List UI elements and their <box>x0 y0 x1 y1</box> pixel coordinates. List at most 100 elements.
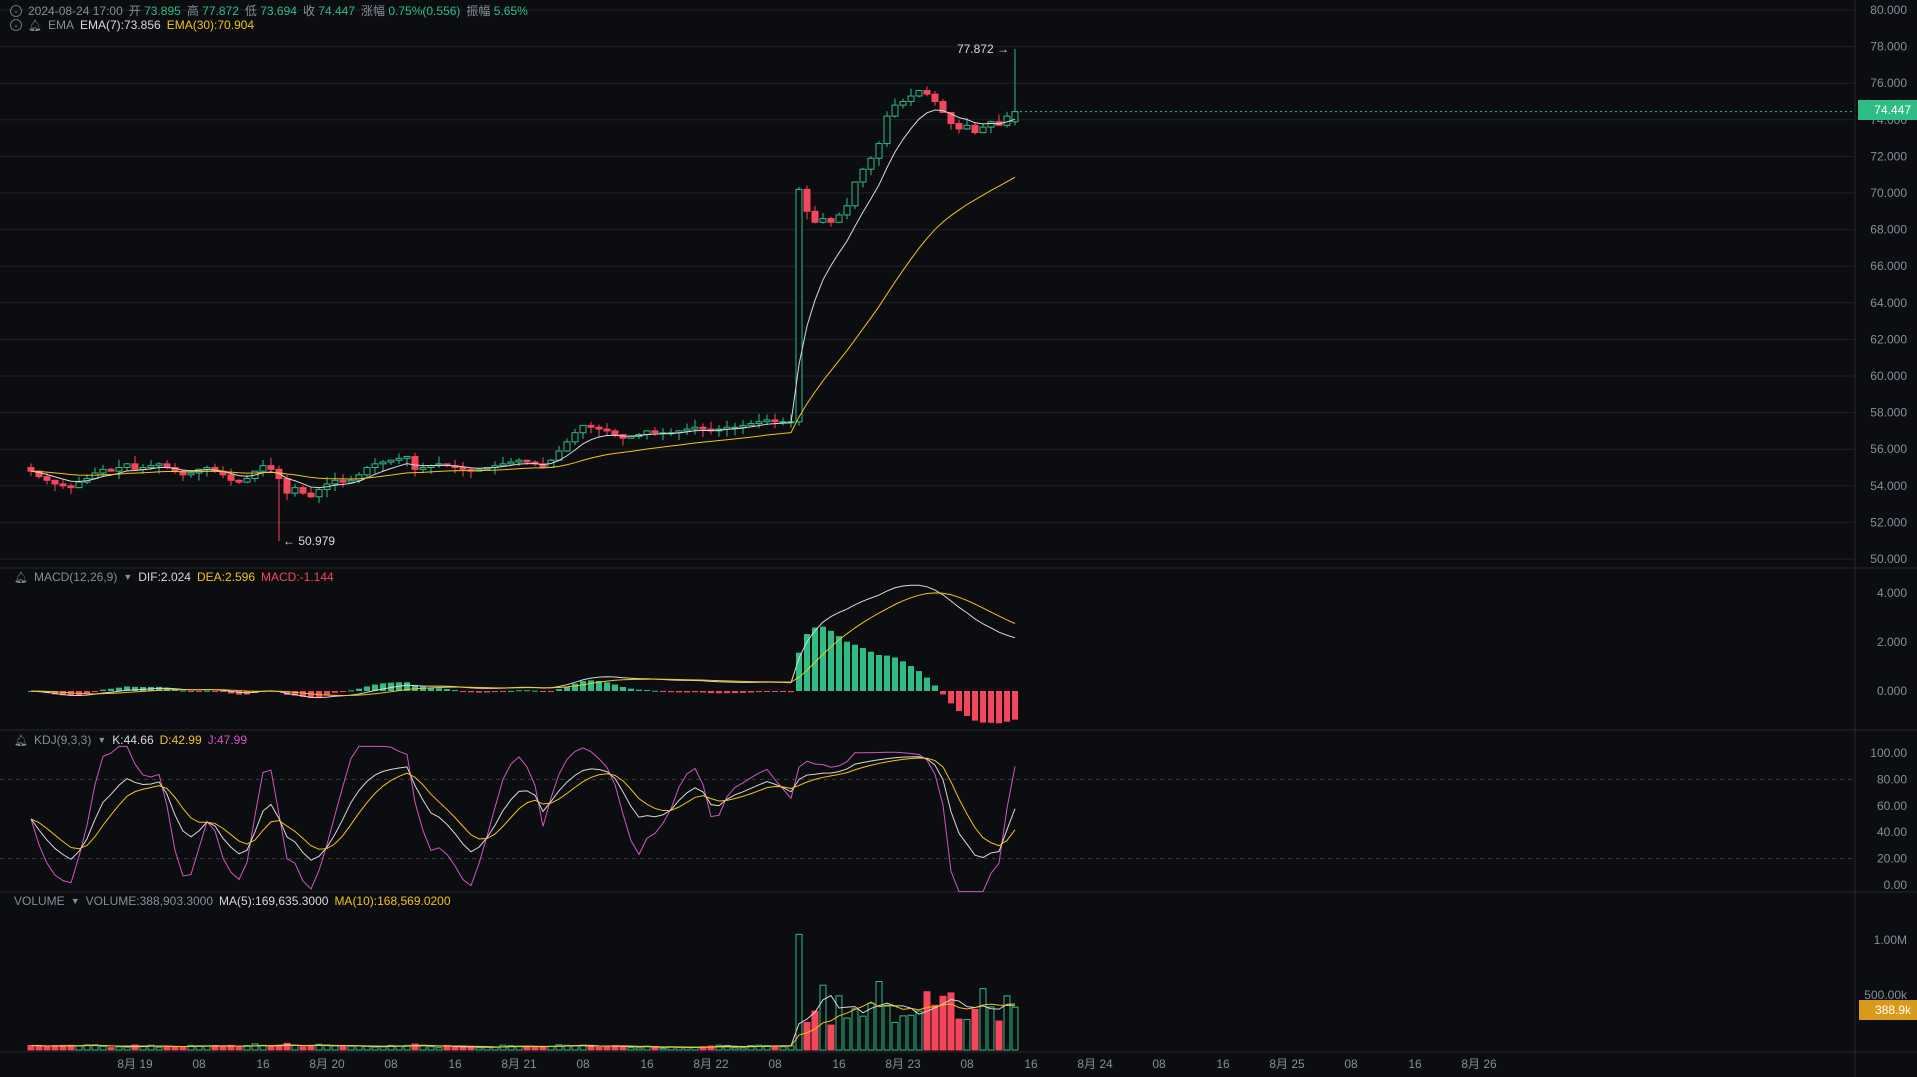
volume-bar <box>563 1044 571 1051</box>
change-value: 0.75%(0.556) <box>388 4 461 18</box>
macd-value: MACD:-1.144 <box>261 570 334 584</box>
macd-histogram-bar <box>668 691 674 693</box>
macd-histogram-bar <box>956 691 962 712</box>
macd-histogram-bar <box>516 690 522 692</box>
dropdown-caret-icon[interactable]: ▼ <box>97 735 107 745</box>
volume-bar <box>147 1044 155 1051</box>
candle-body <box>867 157 875 170</box>
candle-body <box>923 90 931 95</box>
macd-histogram-bar <box>788 691 794 693</box>
x-tick-label: 8月 19 <box>117 1057 153 1071</box>
collapse-icon[interactable]: ⌄ <box>10 19 22 31</box>
candle-body <box>987 121 995 128</box>
volume-bar <box>283 1042 291 1051</box>
candle-body <box>403 456 411 459</box>
alert-bell-icon[interactable]: 🔔︎ <box>14 734 28 747</box>
macd-histogram-bar <box>596 680 602 691</box>
x-tick-label: 8月 26 <box>1461 1057 1497 1071</box>
volume-bar <box>803 1021 811 1051</box>
macd-histogram-bar <box>764 691 770 692</box>
dropdown-caret-icon[interactable]: ▼ <box>123 572 133 582</box>
candle-body <box>203 467 211 470</box>
dropdown-caret-icon[interactable]: ▼ <box>70 896 80 906</box>
volume-bar <box>739 1047 747 1051</box>
macd-histogram-bar <box>660 691 666 692</box>
macd-name[interactable]: MACD(12,26,9) <box>33 570 118 584</box>
macd-histogram-bar <box>908 666 914 691</box>
candle-body <box>587 424 595 428</box>
alert-bell-icon[interactable]: 🔔︎ <box>28 19 42 32</box>
candle-body <box>611 430 619 436</box>
macd-histogram-bar <box>204 690 210 692</box>
macd-histogram-bar <box>508 690 514 692</box>
macd-histogram-bar <box>540 691 546 692</box>
candle-body <box>363 467 371 476</box>
macd-histogram-bar <box>732 691 738 694</box>
change-label: 涨幅 <box>361 4 386 18</box>
macd-histogram-bar <box>884 655 890 691</box>
macd-histogram-bar <box>940 691 946 695</box>
candle-body <box>507 461 515 465</box>
price-tick-label: 76.000 <box>1870 76 1907 90</box>
volume-bar <box>587 1045 595 1051</box>
volume-bar <box>347 1045 355 1051</box>
candle-body <box>955 122 963 130</box>
volume-pane <box>27 933 1019 1051</box>
alert-bell-icon[interactable]: 🔔︎ <box>14 571 28 584</box>
candle-body <box>419 467 427 470</box>
x-tick-label: 16 <box>640 1057 654 1071</box>
macd-histogram-bar <box>796 652 802 691</box>
candle-body <box>43 476 51 481</box>
ema-name[interactable]: EMA <box>47 18 74 32</box>
macd-histogram-bar <box>860 648 866 691</box>
volume-value: VOLUME:388,903.3000 <box>85 894 214 908</box>
macd-histogram-bar <box>108 688 114 691</box>
price-pane: 77.872 → ← 50.979 <box>27 42 1855 548</box>
macd-histogram-bar <box>1012 691 1018 720</box>
volume-bar <box>627 1047 635 1051</box>
macd-histogram-bar <box>308 691 314 698</box>
candle-body <box>731 426 739 429</box>
macd-histogram-bar <box>1004 691 1010 722</box>
volume-bar <box>891 1021 899 1051</box>
volume-tick-label: 1.00M <box>1874 933 1907 947</box>
current-volume-text: 388.9k <box>1874 1003 1911 1017</box>
close-value: 74.447 <box>318 4 355 18</box>
x-tick-label: 16 <box>1024 1057 1038 1071</box>
volume-bar <box>955 1018 963 1051</box>
kdj-tick-label: 100.00 <box>1870 746 1907 760</box>
macd-dif-line <box>30 584 1016 699</box>
kdj-header: 🔔︎ KDJ(9,3,3) ▼ K:44.66 D:42.99 J:47.99 <box>14 733 247 747</box>
volume-name[interactable]: VOLUME <box>14 894 65 908</box>
volume-bar <box>291 1044 299 1051</box>
volume-bar <box>1011 1006 1019 1051</box>
candle-body <box>651 430 659 434</box>
macd-histogram-bar <box>468 691 474 693</box>
volume-bar <box>779 1046 787 1051</box>
collapse-icon[interactable]: ⌄ <box>10 4 22 17</box>
min-price-marker: ← 50.979 <box>283 534 335 548</box>
macd-histogram-bar <box>476 691 482 693</box>
candle-body <box>915 90 923 97</box>
x-tick-label: 08 <box>1152 1057 1166 1071</box>
macd-histogram-bar <box>804 633 810 691</box>
volume-bar <box>827 1024 835 1051</box>
macd-histogram-bar <box>348 690 354 692</box>
volume-bar <box>179 1046 187 1051</box>
vol-ma10-value: MA(10):168,569.0200 <box>334 894 451 908</box>
kdj-name[interactable]: KDJ(9,3,3) <box>33 733 92 747</box>
macd-histogram-bar <box>428 687 434 691</box>
volume-bar <box>235 1047 243 1051</box>
volume-bar <box>331 1045 339 1051</box>
volume-bar <box>107 1047 115 1051</box>
macd-histogram-bar <box>388 682 394 691</box>
candle-body <box>51 479 59 485</box>
volume-bar <box>371 1046 379 1051</box>
k-value: K:44.66 <box>112 733 154 747</box>
kdj-tick-label: 20.00 <box>1877 852 1907 866</box>
macd-histogram-bar <box>212 691 218 692</box>
candle-body <box>819 218 827 223</box>
candle-body <box>371 463 379 468</box>
candle-body <box>523 459 531 463</box>
